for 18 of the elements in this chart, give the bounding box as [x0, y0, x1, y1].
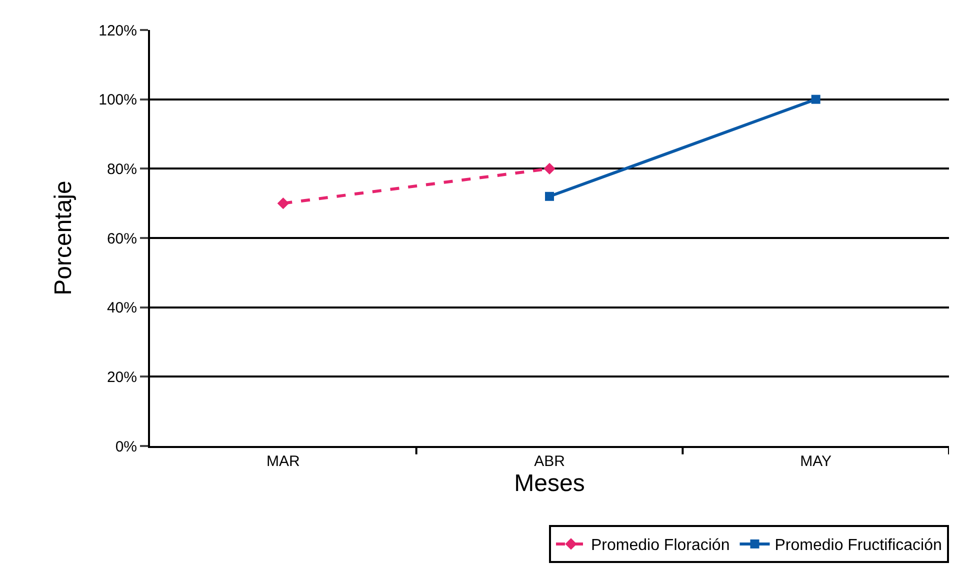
x-tick-label: MAR: [266, 453, 300, 470]
y-axis-title: Porcentaje: [50, 180, 78, 296]
y-tick-label: 40%: [106, 300, 137, 317]
y-tick-label: 20%: [106, 368, 137, 386]
y-tick-label: 0%: [115, 438, 137, 456]
y-tick-label: 120%: [98, 22, 137, 40]
y-tick-label: 60%: [106, 230, 137, 248]
point: [544, 162, 556, 175]
x-tick-label: ABR: [534, 453, 566, 470]
point: [545, 192, 554, 201]
legend-label: Promedio Fructificación: [774, 537, 942, 554]
point: [277, 197, 290, 210]
point: [811, 94, 820, 104]
x-tick-label: MAY: [800, 453, 832, 470]
y-tick-label: 100%: [98, 92, 137, 109]
x-axis-title: Meses: [514, 470, 585, 497]
y-tick-label: 80%: [106, 160, 137, 178]
legend-label: Promedio Floración: [591, 537, 730, 554]
